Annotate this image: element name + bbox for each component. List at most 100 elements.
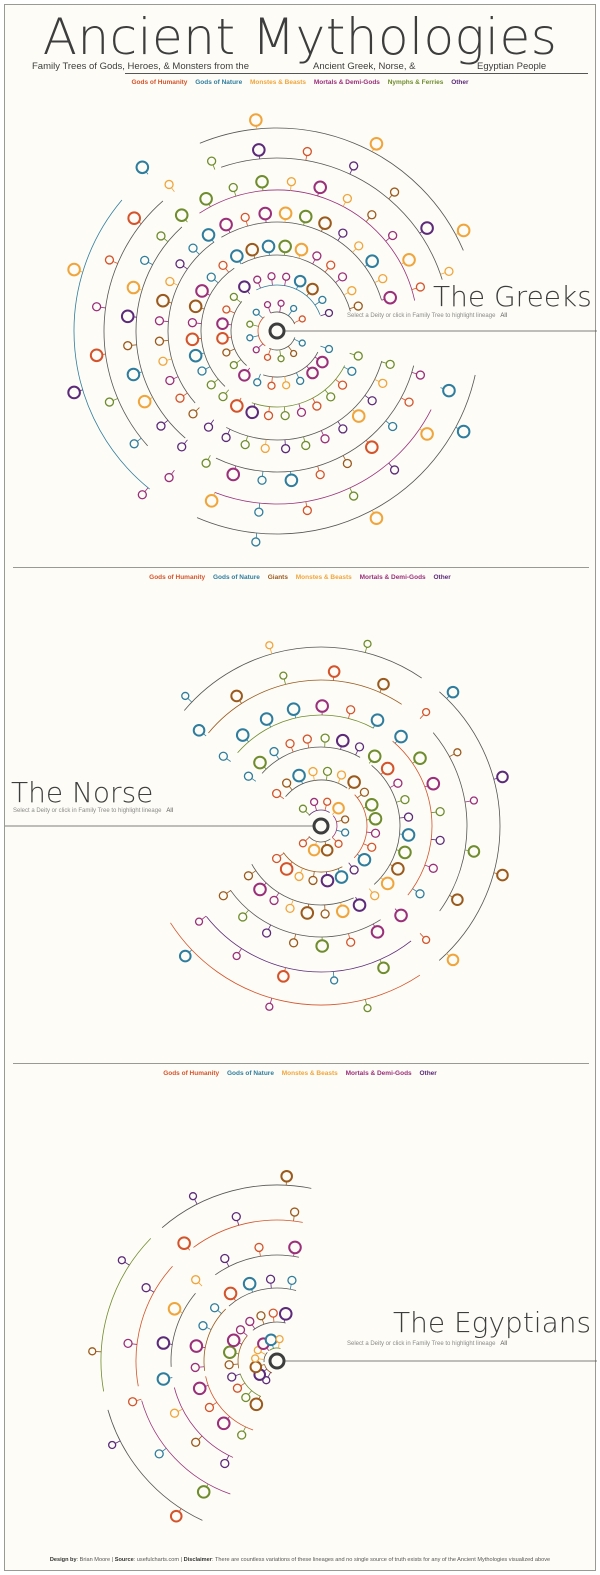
deity-node[interactable] <box>334 870 349 884</box>
deity-node[interactable] <box>123 341 133 351</box>
deity-node[interactable] <box>230 399 244 413</box>
deity-node[interactable] <box>315 939 329 953</box>
deity-node[interactable] <box>294 242 309 257</box>
deity-node[interactable] <box>246 334 254 342</box>
deity-node[interactable] <box>156 1372 171 1386</box>
deity-node[interactable] <box>336 770 347 780</box>
deity-node[interactable] <box>164 472 174 483</box>
deity-node[interactable] <box>403 812 414 822</box>
deity-node[interactable] <box>315 469 325 480</box>
deity-node[interactable] <box>252 143 266 157</box>
deity-node[interactable] <box>269 746 279 757</box>
deity-node[interactable] <box>296 376 305 386</box>
deity-node[interactable] <box>216 332 229 345</box>
deity-node[interactable] <box>335 904 350 919</box>
deity-node[interactable] <box>268 1308 278 1318</box>
deity-node[interactable] <box>253 378 262 387</box>
deity-node[interactable] <box>354 241 364 251</box>
deity-node[interactable] <box>337 380 348 390</box>
root-node[interactable] <box>268 1352 286 1370</box>
deity-node[interactable] <box>238 280 251 294</box>
deity-node[interactable] <box>388 421 398 432</box>
deity-node[interactable] <box>320 909 330 919</box>
root-node[interactable] <box>312 817 330 835</box>
deity-node[interactable] <box>313 180 328 195</box>
deity-node[interactable] <box>252 308 260 316</box>
deity-node[interactable] <box>177 442 187 452</box>
deity-node[interactable] <box>456 424 471 439</box>
deity-node[interactable] <box>340 828 350 837</box>
deity-node[interactable] <box>421 707 431 717</box>
deity-node[interactable] <box>322 766 333 777</box>
deity-node[interactable] <box>453 748 462 757</box>
deity-node[interactable] <box>288 1240 302 1255</box>
deity-node[interactable] <box>89 348 104 363</box>
deity-node[interactable] <box>326 392 336 402</box>
deity-node[interactable] <box>120 309 135 324</box>
deity-node[interactable] <box>220 1458 230 1469</box>
deity-node[interactable] <box>191 1275 201 1285</box>
deity-node[interactable] <box>277 355 285 363</box>
deity-node[interactable] <box>277 299 285 307</box>
deity-node[interactable] <box>154 1449 164 1459</box>
deity-node[interactable] <box>141 1283 151 1293</box>
legend-other[interactable]: Other <box>451 79 469 86</box>
deity-node[interactable] <box>298 339 306 347</box>
deity-node[interactable] <box>435 806 445 817</box>
deity-node[interactable] <box>354 742 365 752</box>
deity-node[interactable] <box>300 906 315 920</box>
deity-node[interactable] <box>367 749 382 764</box>
deity-node[interactable] <box>199 192 213 206</box>
deity-node[interactable] <box>359 787 370 797</box>
deity-node[interactable] <box>365 254 379 269</box>
deity-node[interactable] <box>388 230 398 241</box>
deity-node[interactable] <box>302 146 312 157</box>
norse-family-tree[interactable] <box>5 590 597 1060</box>
deity-node[interactable] <box>228 182 238 193</box>
deity-node[interactable] <box>446 953 460 967</box>
deity-node[interactable] <box>281 778 292 788</box>
deity-node[interactable] <box>420 221 434 235</box>
deity-node[interactable] <box>117 1256 126 1265</box>
deity-node[interactable] <box>164 179 174 190</box>
deity-node[interactable] <box>275 1335 284 1344</box>
deity-node[interactable] <box>279 862 294 876</box>
deity-node[interactable] <box>169 1408 180 1418</box>
deity-node[interactable] <box>338 228 348 238</box>
deity-node[interactable] <box>222 348 231 357</box>
deity-node[interactable] <box>175 393 185 403</box>
deity-node[interactable] <box>226 467 241 482</box>
deity-node[interactable] <box>265 1274 276 1284</box>
legend-gods-of-nature[interactable]: Gods of Nature <box>195 79 243 86</box>
deity-node[interactable] <box>320 434 330 444</box>
deity-node[interactable] <box>307 843 321 857</box>
deity-node[interactable] <box>197 366 207 376</box>
deity-node[interactable] <box>289 304 298 313</box>
deity-node[interactable] <box>394 729 408 744</box>
deity-node[interactable] <box>267 272 276 281</box>
deity-node[interactable] <box>257 475 267 485</box>
deity-node[interactable] <box>245 242 259 257</box>
deity-node[interactable] <box>216 317 229 330</box>
deity-node[interactable] <box>347 286 357 296</box>
deity-node[interactable] <box>278 1307 293 1321</box>
deity-node[interactable] <box>230 689 243 703</box>
deity-node[interactable] <box>256 1311 266 1321</box>
deity-node[interactable] <box>135 160 150 175</box>
deity-node[interactable] <box>378 274 388 284</box>
deity-node[interactable] <box>369 136 384 151</box>
deity-node[interactable] <box>245 405 259 420</box>
deity-node[interactable] <box>261 928 272 938</box>
deity-node[interactable] <box>91 302 102 312</box>
deity-node[interactable] <box>280 444 291 454</box>
deity-node[interactable] <box>370 713 385 727</box>
deity-node[interactable] <box>108 1440 117 1450</box>
legend-mortals-demigods[interactable]: Mortals & Demi-Gods <box>345 1070 412 1077</box>
legend-gods-of-nature[interactable]: Gods of Nature <box>226 1070 274 1077</box>
deity-node[interactable] <box>188 348 203 363</box>
deity-node[interactable] <box>446 685 460 699</box>
deity-node[interactable] <box>129 439 139 449</box>
deity-node[interactable] <box>289 1207 300 1217</box>
deity-node[interactable] <box>137 394 152 409</box>
deity-node[interactable] <box>263 301 272 309</box>
